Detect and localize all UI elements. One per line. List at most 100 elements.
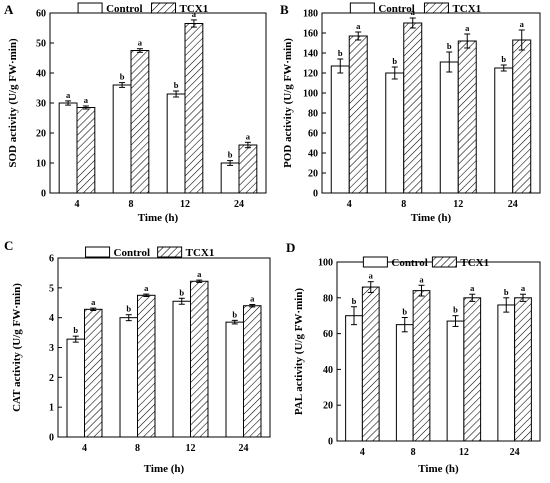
bar-control (497, 304, 516, 442)
y-tick-label: 0 (328, 437, 333, 448)
legend-swatch-tcx1 (151, 2, 177, 14)
significance-label: b (228, 150, 233, 160)
legend-label-control: Control (391, 257, 427, 269)
significance-label: a (411, 7, 416, 17)
x-tick-label: 8 (135, 443, 140, 454)
bar-tcx1 (457, 40, 477, 194)
significance-label: a (250, 294, 255, 304)
y-tick-label: 80 (323, 293, 333, 304)
significance-label: a (369, 271, 374, 281)
panel-letter: C (4, 238, 13, 253)
y-tick-label: 5 (49, 283, 54, 294)
bar-control (494, 67, 514, 194)
legend-label-control: Control (114, 247, 150, 259)
significance-label: b (447, 41, 452, 51)
significance-label: b (232, 309, 237, 319)
panel-letter: A (4, 2, 14, 17)
bar-tcx1 (238, 144, 258, 194)
legend-swatch-tcx1 (423, 2, 449, 14)
y-tick-label: 100 (303, 89, 318, 100)
significance-label: b (392, 56, 397, 66)
legend-swatch-control (349, 2, 375, 14)
y-tick-label: 4 (49, 313, 54, 324)
y-tick-label: 20 (36, 129, 46, 140)
bar-tcx1 (243, 305, 262, 438)
panel-D: D 0 20 40 60 80 100 PAL activity (U/g FW·min) Ti… (286, 240, 541, 475)
y-tick-label: 160 (303, 29, 318, 40)
y-axis-label: PAL activity (U/g FW·min) (293, 288, 305, 416)
bar-tcx1 (348, 35, 368, 194)
x-tick-label: 4 (82, 443, 87, 454)
significance-label: b (174, 80, 179, 90)
significance-label: a (419, 274, 424, 284)
y-tick-label: 40 (308, 149, 318, 160)
bar-tcx1 (412, 290, 431, 442)
x-axis-label: Time (h) (138, 212, 179, 224)
panel-letter: D (286, 240, 295, 255)
bar-tcx1 (184, 23, 204, 194)
x-tick-label: 8 (129, 199, 134, 210)
significance-label: a (521, 283, 526, 293)
bar-tcx1 (190, 280, 209, 438)
x-tick-label: 4 (360, 447, 365, 458)
significance-label: a (91, 297, 96, 307)
y-tick-label: 80 (308, 109, 318, 120)
legend-label-control: Control (378, 3, 414, 15)
significance-label: a (246, 131, 251, 141)
legend-label-control: Control (106, 3, 142, 15)
y-tick-label: 60 (36, 9, 46, 20)
significance-label: a (144, 283, 149, 293)
significance-label: b (120, 72, 125, 82)
bar-tcx1 (514, 297, 532, 442)
legend-swatch-tcx1 (431, 256, 457, 268)
x-axis-label: Time (h) (411, 212, 452, 224)
y-tick-label: 120 (303, 69, 318, 80)
x-axis-label: Time (h) (144, 463, 185, 475)
significance-label: b (352, 296, 357, 306)
y-tick-label: 1 (49, 403, 54, 414)
legend-label-tcx1: TCX1 (186, 247, 215, 259)
bar-control (345, 315, 363, 442)
x-tick-label: 24 (510, 447, 520, 458)
bar-tcx1 (76, 107, 96, 194)
x-tick-label: 24 (234, 199, 244, 210)
significance-label: a (84, 95, 89, 105)
y-tick-label: 3 (49, 343, 54, 354)
x-tick-label: 24 (239, 443, 249, 454)
bar-control (119, 317, 139, 438)
y-axis-label: CAT activity (U/g FW·min) (11, 283, 23, 412)
legend-swatch-tcx1 (157, 246, 183, 258)
legend-swatch-control (362, 256, 388, 268)
y-tick-label: 20 (308, 169, 318, 180)
bar-control (66, 338, 86, 438)
bar-control (112, 84, 132, 194)
x-tick-label: 4 (75, 199, 80, 210)
bar-control (166, 93, 186, 194)
legend-label-tcx1: TCX1 (460, 257, 489, 269)
significance-label: b (73, 325, 78, 335)
x-tick-label: 12 (186, 443, 196, 454)
panel-A: A 0 10 20 30 40 50 60 SOD activity (U/g FW·min) T… (4, 2, 267, 224)
panel-letter: B (280, 2, 289, 17)
bar-tcx1 (130, 50, 150, 194)
bar-control (220, 162, 240, 194)
y-tick-label: 2 (49, 373, 54, 384)
y-tick-label: 0 (313, 189, 318, 200)
x-tick-label: 4 (347, 199, 352, 210)
y-tick-label: 40 (36, 69, 46, 80)
legend-swatch-control (77, 2, 103, 14)
x-tick-label: 24 (508, 199, 518, 210)
significance-label: b (338, 48, 343, 58)
bar-control (172, 300, 191, 438)
bar-control (446, 320, 465, 442)
y-tick-label: 60 (308, 129, 318, 140)
significance-label: a (470, 283, 475, 293)
bar-control (385, 72, 405, 194)
bar-tcx1 (84, 308, 103, 438)
bar-control (395, 324, 414, 442)
y-tick-label: 140 (303, 49, 318, 60)
y-tick-label: 10 (36, 159, 46, 170)
y-tick-label: 0 (49, 433, 54, 444)
bar-tcx1 (137, 294, 156, 438)
